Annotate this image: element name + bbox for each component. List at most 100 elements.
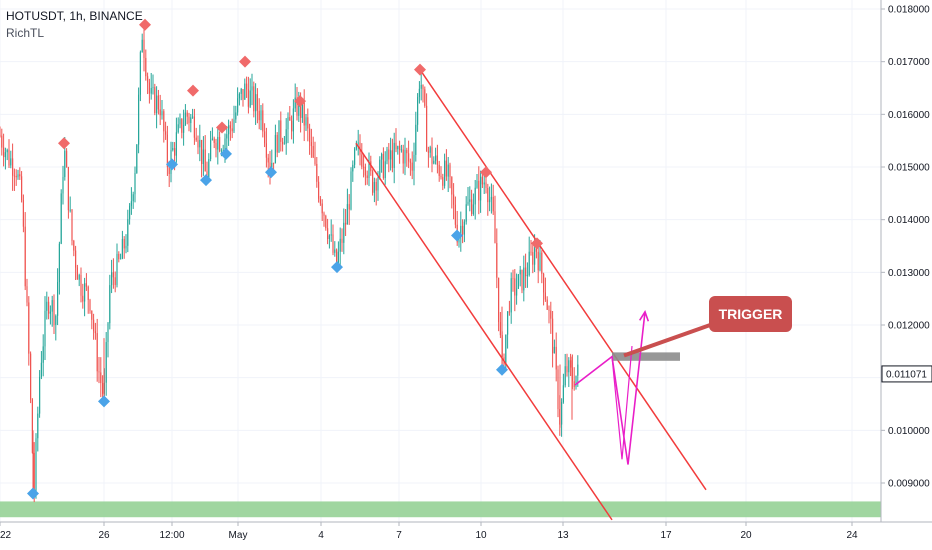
candle-body xyxy=(516,288,518,296)
chart-legend[interactable]: HOTUSDT, 1h, BINANCE RichTL xyxy=(6,8,143,42)
candle-body xyxy=(0,135,1,137)
candle-body xyxy=(568,360,570,373)
price-tick-label: 0.014000 xyxy=(888,215,930,226)
candle-body xyxy=(368,161,370,179)
candle-body xyxy=(381,153,383,160)
candle-body xyxy=(566,366,568,373)
candle-body xyxy=(496,243,498,278)
candle-body xyxy=(231,128,233,132)
candle-body xyxy=(573,381,575,387)
candle-body xyxy=(314,157,316,164)
candlesticks xyxy=(0,28,579,503)
candle-body xyxy=(215,142,217,150)
candle-body xyxy=(267,157,269,163)
candle-body xyxy=(555,346,557,370)
pivot-low-marker xyxy=(331,261,343,274)
time-tick-label: 13 xyxy=(557,530,569,541)
candle-body xyxy=(249,90,251,107)
indicator-name[interactable]: RichTL xyxy=(6,26,45,40)
candle-body xyxy=(426,105,428,152)
candle-body xyxy=(148,82,150,94)
candle-body xyxy=(357,142,359,144)
candle-body xyxy=(532,252,534,265)
candle-body xyxy=(251,86,253,91)
candle-body xyxy=(123,239,125,249)
candle-body xyxy=(508,311,510,313)
candle-body xyxy=(154,87,156,114)
candle-body xyxy=(469,199,471,202)
candle-body xyxy=(67,167,69,211)
candle-body xyxy=(193,116,195,138)
pivot-high-marker xyxy=(414,63,426,76)
trigger-callout[interactable]: TRIGGER xyxy=(623,296,792,358)
candle-body xyxy=(12,158,14,176)
time-tick-label: 20 xyxy=(740,530,752,541)
candle-body xyxy=(490,196,492,200)
candle-body xyxy=(8,149,10,166)
candle-body xyxy=(519,269,521,275)
candle-body xyxy=(111,272,113,286)
candle-body xyxy=(208,159,210,178)
descending-channel[interactable] xyxy=(355,69,707,521)
candle-body xyxy=(544,292,546,300)
candle-body xyxy=(481,176,483,185)
candle-body xyxy=(60,193,62,244)
candle-body xyxy=(528,251,530,276)
candle-body xyxy=(442,177,444,186)
candle-body xyxy=(156,95,158,114)
pivot-high-marker xyxy=(239,55,251,68)
candle-body xyxy=(233,119,235,132)
candle-body xyxy=(130,201,132,206)
candle-body xyxy=(408,153,410,162)
candle-body xyxy=(431,147,433,164)
trigger-zone[interactable] xyxy=(612,352,680,361)
candle-body xyxy=(480,176,482,201)
candle-body xyxy=(190,117,192,124)
candle-body xyxy=(339,238,341,252)
candle-body xyxy=(244,83,246,100)
symbol-title[interactable]: HOTUSDT, 1h, BINANCE xyxy=(6,9,143,23)
pivot-high-marker xyxy=(58,137,70,150)
pivot-low-marker xyxy=(220,147,232,160)
candle-body xyxy=(37,413,39,439)
candle-body xyxy=(139,52,141,95)
candle-body xyxy=(391,150,393,168)
projection-line[interactable] xyxy=(574,311,646,465)
projection-path[interactable] xyxy=(574,310,650,465)
grid-lines xyxy=(0,0,881,522)
channel-lower-line[interactable] xyxy=(355,142,613,521)
time-tick-label: 12:00 xyxy=(159,530,184,541)
candle-body xyxy=(136,144,138,173)
candle-body xyxy=(168,167,170,174)
candle-body xyxy=(51,300,53,312)
candle-body xyxy=(125,245,127,249)
candle-body xyxy=(543,273,545,293)
candle-body xyxy=(39,376,41,414)
candle-body xyxy=(346,204,348,225)
candle-body xyxy=(46,301,48,311)
candle-body xyxy=(30,353,32,400)
candle-body xyxy=(138,94,140,145)
candle-body xyxy=(274,134,276,164)
candle-body xyxy=(278,120,280,153)
candle-body xyxy=(94,331,96,334)
price-tick-label: 0.015000 xyxy=(888,163,930,174)
candle-body xyxy=(120,258,122,260)
candle-body xyxy=(390,150,392,160)
candle-body xyxy=(66,150,68,168)
candle-body xyxy=(375,181,377,191)
candle-body xyxy=(192,116,194,118)
candle-body xyxy=(172,148,174,151)
support-zone xyxy=(0,501,881,518)
candle-body xyxy=(197,140,199,148)
candle-body xyxy=(366,175,368,179)
candle-body xyxy=(283,143,285,145)
channel-upper-line[interactable] xyxy=(419,69,707,491)
candle-body xyxy=(84,283,86,302)
trigger-callout-box[interactable] xyxy=(709,296,792,332)
candle-body xyxy=(163,111,165,132)
candle-body xyxy=(363,166,365,168)
candle-body xyxy=(112,272,114,278)
candle-body xyxy=(206,171,208,178)
